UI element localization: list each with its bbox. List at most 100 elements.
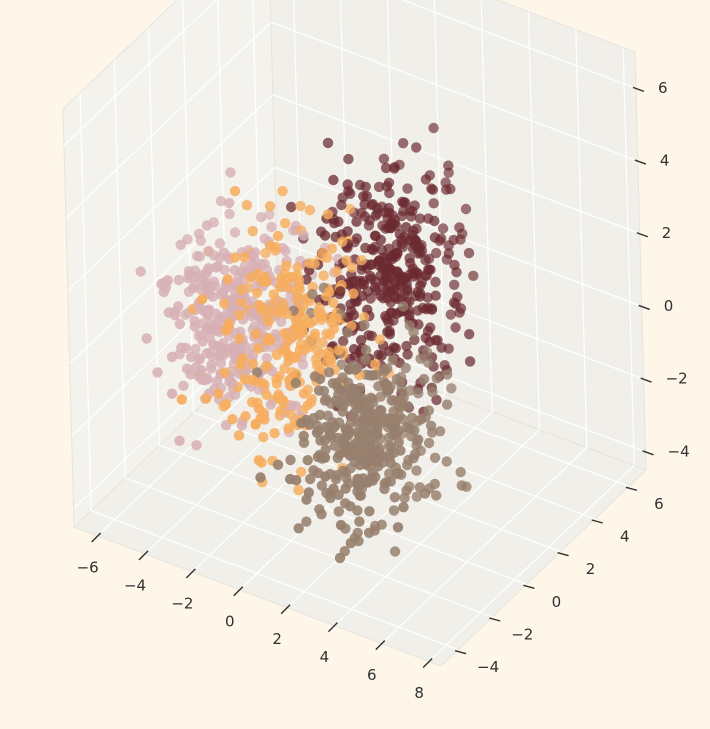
scatter-point-cluster-1 [280, 218, 291, 229]
scatter-point-cluster-2 [449, 259, 460, 271]
scatter-point-cluster-3 [373, 461, 384, 472]
tick-mark [489, 617, 501, 622]
scatter-point-cluster-2 [468, 270, 479, 281]
scatter-point-cluster-3 [378, 376, 390, 387]
scatter-point-cluster-1 [239, 374, 251, 385]
scatter-point-cluster-3 [369, 452, 380, 463]
scatter-point-cluster-1 [245, 272, 256, 283]
scatter-point-cluster-1 [272, 308, 283, 319]
scatter-point-cluster-2 [428, 198, 439, 209]
scatter-point-cluster-1 [240, 411, 251, 422]
scatter-point-cluster-2 [412, 305, 424, 316]
scatter-point-cluster-0 [189, 321, 200, 332]
scatter-point-cluster-2 [448, 297, 460, 308]
scatter-point-cluster-3 [314, 373, 326, 385]
scatter-point-cluster-0 [141, 333, 152, 344]
scatter-point-cluster-1 [283, 355, 294, 367]
scatter-point-cluster-2 [460, 203, 472, 215]
scatter-point-cluster-3 [391, 374, 402, 385]
scatter-point-cluster-3 [442, 369, 453, 380]
scatter-point-cluster-3 [342, 430, 354, 441]
scatter-point-cluster-2 [335, 286, 346, 297]
scatter-point-cluster-2 [402, 183, 413, 194]
scatter-point-cluster-3 [367, 370, 378, 381]
scatter-point-cluster-1 [213, 388, 224, 399]
scatter-point-cluster-0 [250, 247, 261, 258]
scatter-point-cluster-1 [337, 236, 348, 247]
scatter-point-cluster-3 [391, 468, 402, 480]
scatter-point-cluster-3 [290, 377, 301, 389]
scatter-point-cluster-0 [298, 230, 309, 241]
scatter-point-cluster-0 [202, 309, 214, 320]
scatter-point-cluster-1 [317, 337, 328, 348]
scatter-point-cluster-3 [296, 417, 307, 429]
scatter-point-cluster-2 [402, 283, 413, 295]
tick-mark [523, 584, 535, 590]
scatter-point-cluster-2 [409, 334, 420, 346]
scatter-point-cluster-3 [400, 362, 411, 374]
scatter-point-cluster-3 [342, 327, 353, 338]
scatter-point-cluster-0 [207, 291, 219, 302]
x-tick-label: −6 [77, 558, 99, 576]
x-tick-label: 4 [320, 648, 330, 666]
scatter-point-cluster-1 [275, 405, 286, 416]
scatter-point-cluster-1 [271, 349, 283, 361]
scatter-point-cluster-1 [220, 325, 232, 336]
scatter-point-cluster-1 [282, 336, 293, 347]
scatter-point-cluster-3 [320, 471, 331, 482]
scatter-point-cluster-1 [263, 316, 274, 327]
scatter-point-cluster-3 [387, 354, 399, 366]
scatter-point-cluster-2 [420, 174, 432, 185]
scatter-point-cluster-0 [265, 399, 276, 410]
scatter-point-cluster-2 [342, 179, 353, 190]
scatter-point-cluster-2 [375, 234, 386, 246]
gridline-y-floor [90, 510, 459, 651]
scatter-point-cluster-1 [309, 328, 320, 339]
scatter-point-cluster-2 [400, 222, 412, 233]
scatter-point-cluster-3 [402, 459, 413, 471]
scatter-point-cluster-3 [359, 410, 371, 421]
scatter-point-cluster-2 [398, 138, 409, 149]
scatter-point-cluster-0 [229, 227, 241, 238]
scatter-point-cluster-2 [455, 303, 467, 314]
gridline-z-side [65, 21, 272, 219]
z-tick-label: −4 [668, 442, 690, 460]
scatter-point-cluster-1 [296, 466, 307, 477]
scatter-point-cluster-1 [220, 399, 232, 410]
scatter-point-cluster-1 [331, 266, 342, 277]
scatter-point-cluster-2 [436, 342, 447, 353]
scatter-point-cluster-3 [396, 395, 407, 406]
scatter-point-cluster-3 [408, 327, 419, 338]
scatter-point-cluster-2 [343, 153, 354, 165]
y-tick-label: 2 [586, 560, 596, 578]
scatter-point-cluster-2 [357, 290, 368, 302]
scatter-point-cluster-1 [294, 344, 306, 355]
scatter-point-cluster-1 [322, 209, 334, 220]
scatter-point-cluster-2 [360, 181, 371, 192]
scatter-point-cluster-1 [346, 262, 358, 273]
scatter-point-cluster-3 [255, 472, 266, 483]
scatter-point-cluster-3 [345, 537, 356, 549]
scatter-point-cluster-1 [200, 393, 212, 404]
scatter-point-cluster-0 [264, 209, 275, 220]
scatter-point-cluster-3 [328, 483, 339, 494]
scatter-point-cluster-2 [384, 346, 395, 357]
scatter-point-cluster-3 [441, 456, 452, 467]
scatter-point-cluster-1 [341, 255, 352, 266]
scatter-point-cluster-0 [185, 369, 196, 380]
y-tick-label: 0 [552, 593, 562, 611]
scatter-point-cluster-2 [389, 163, 400, 174]
scatter-point-cluster-3 [425, 420, 437, 431]
scatter-point-cluster-0 [178, 380, 189, 391]
gridline-y-side [113, 59, 126, 479]
tick-mark [625, 486, 638, 492]
scatter-point-cluster-3 [320, 444, 331, 455]
scatter-point-cluster-1 [327, 297, 339, 308]
scatter-point-cluster-2 [425, 322, 436, 333]
scatter-point-cluster-3 [418, 373, 430, 385]
scatter-point-cluster-3 [332, 432, 344, 444]
gridline-x-back [480, 0, 493, 412]
scatter-point-cluster-1 [253, 455, 265, 466]
scatter-point-cluster-1 [260, 361, 272, 372]
